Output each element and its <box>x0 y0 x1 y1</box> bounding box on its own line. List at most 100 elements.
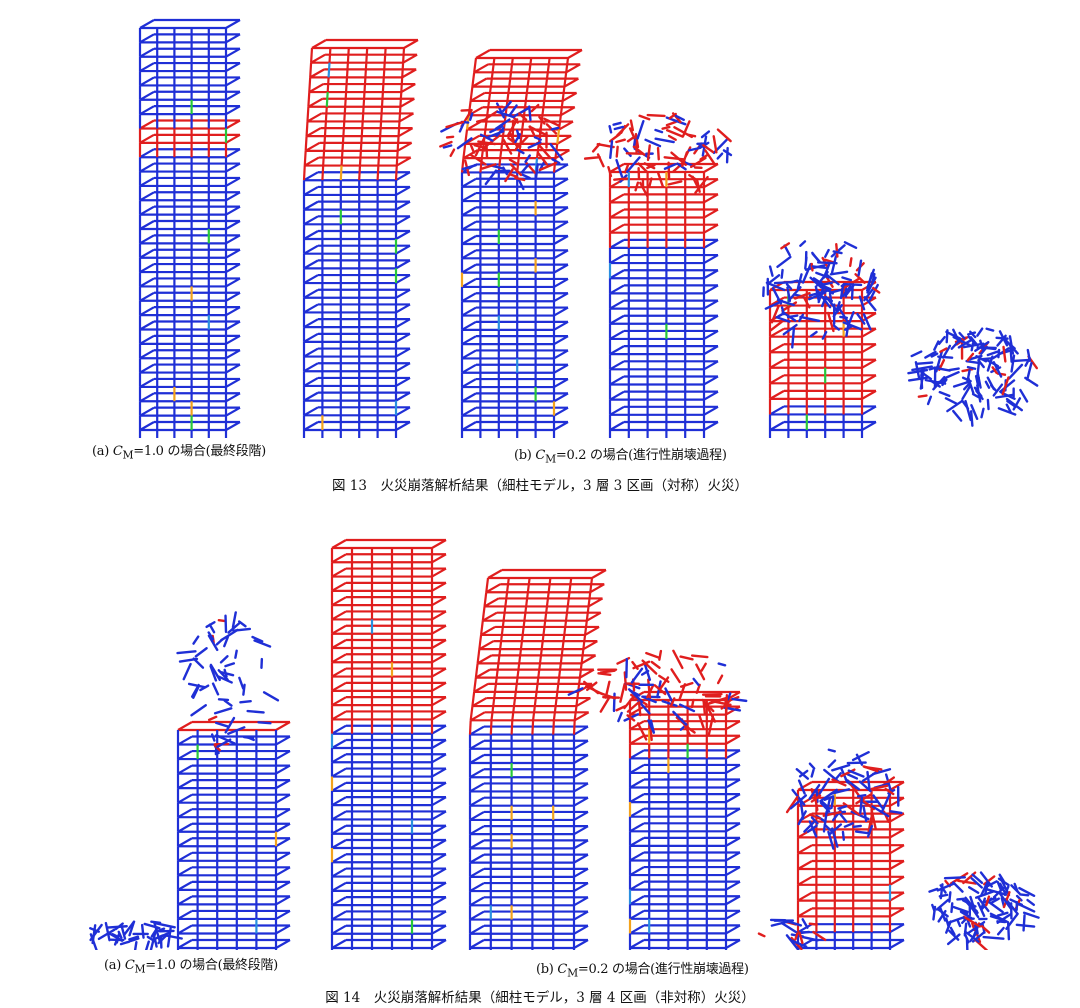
debris-member <box>819 294 834 303</box>
frame-beam <box>461 234 569 246</box>
debris-member <box>992 361 1003 378</box>
debris-member <box>870 784 889 791</box>
debris-member <box>917 394 928 398</box>
debris-member <box>996 920 1007 924</box>
debris-member <box>700 130 711 139</box>
debris-member <box>768 265 774 277</box>
frame-column <box>542 620 547 636</box>
debris-member <box>924 350 937 359</box>
debris-member <box>725 146 729 164</box>
debris-member <box>937 335 946 346</box>
frame-beam <box>177 793 291 804</box>
debris-member <box>637 162 649 174</box>
debris-member <box>963 922 968 937</box>
frame-column <box>509 57 514 73</box>
debris-member <box>550 126 560 131</box>
debris-member <box>989 897 1000 905</box>
frame-column <box>561 634 566 650</box>
debris-member <box>998 873 1005 883</box>
debris-member <box>808 922 818 926</box>
debris-member <box>830 796 835 810</box>
label-a-sub: M <box>122 448 134 462</box>
frame-beam <box>139 406 241 417</box>
debris-member <box>961 376 972 383</box>
debris-member <box>246 709 265 714</box>
debris-member <box>943 370 960 380</box>
frame-beam <box>303 259 411 270</box>
debris-member <box>690 698 695 709</box>
debris-member <box>961 384 972 401</box>
debris-member <box>647 678 652 701</box>
collapse-models-figure-14 <box>89 538 1040 950</box>
debris-member <box>943 876 967 880</box>
debris-member <box>502 100 512 113</box>
frame-beam <box>331 567 447 578</box>
debris-member <box>819 801 831 813</box>
frame-beam <box>473 682 593 693</box>
debris-member <box>815 789 819 804</box>
debris-member <box>944 397 958 405</box>
frame-column <box>556 129 561 144</box>
frame-beam <box>461 249 569 260</box>
debris-member <box>859 796 864 815</box>
debris-member <box>117 930 123 939</box>
frame-beam <box>139 306 241 317</box>
frame-column <box>381 77 385 93</box>
debris-member <box>612 121 622 126</box>
frame-beam <box>462 149 570 160</box>
debris-member <box>808 762 816 770</box>
debris-member <box>810 768 815 778</box>
frame-column <box>544 72 549 87</box>
debris-member <box>757 932 766 938</box>
frame-beam <box>609 253 719 265</box>
frame-column <box>552 720 555 735</box>
frame-column <box>479 620 484 636</box>
frame-beam <box>480 625 600 637</box>
debris-member <box>231 611 237 629</box>
frame-column <box>556 677 561 692</box>
frame-beam <box>629 851 741 862</box>
debris-member <box>948 367 960 372</box>
debris-member <box>948 929 960 941</box>
debris-member <box>816 261 838 265</box>
frame-column <box>518 649 523 664</box>
debris-member <box>671 112 682 124</box>
debris-a-final <box>176 611 280 756</box>
frame-column <box>578 663 583 678</box>
debris-member <box>504 168 514 183</box>
frame-beam <box>331 767 447 778</box>
frame-beam <box>331 696 447 707</box>
debris-member <box>190 683 200 698</box>
frame-column <box>341 136 345 151</box>
debris-member <box>823 795 835 802</box>
debris-member <box>842 285 852 298</box>
frame-column <box>504 592 509 607</box>
debris-member <box>517 177 525 191</box>
frame-beam <box>461 320 569 331</box>
debris-member <box>224 716 236 734</box>
debris-member <box>439 140 453 148</box>
frame-beam <box>303 215 411 226</box>
frame-beam <box>461 277 569 289</box>
frame-beam <box>177 924 291 935</box>
debris-member <box>968 354 983 361</box>
debris-member <box>1005 397 1023 412</box>
frame-column <box>307 92 311 107</box>
frame-column <box>480 143 485 159</box>
model-a-final <box>176 720 291 950</box>
debris-member <box>771 286 783 305</box>
debris-member <box>144 940 150 950</box>
debris-member <box>458 122 465 133</box>
debris-member <box>830 255 838 274</box>
frame-column <box>559 100 564 116</box>
frame-beam <box>139 148 241 159</box>
debris-member <box>210 733 216 742</box>
frame-beam <box>331 653 447 664</box>
debris-member <box>615 704 627 712</box>
debris-member <box>974 341 990 352</box>
debris-member <box>213 707 233 715</box>
frame-beam <box>331 710 447 721</box>
debris-member <box>442 144 453 149</box>
frame-beam <box>769 405 877 416</box>
frame-beam <box>797 907 905 918</box>
